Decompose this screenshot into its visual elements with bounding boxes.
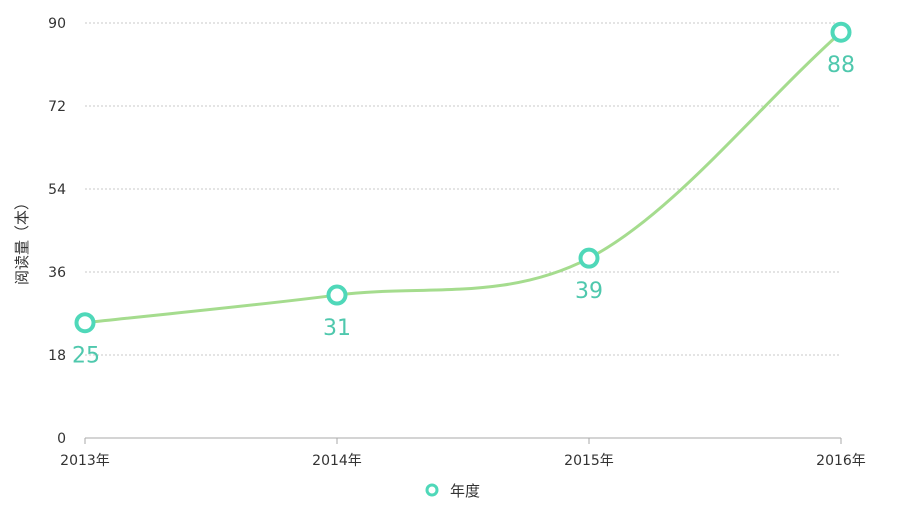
legend-marker-icon (425, 483, 439, 497)
y-tick-label: 18 (48, 348, 66, 364)
y-tick-label: 36 (48, 265, 66, 281)
legend-label: 年度 (450, 482, 480, 500)
x-tick-labels: 2013年 2014年 2015年 2016年 (60, 438, 866, 469)
data-label: 25 (72, 344, 100, 369)
y-tick-label: 0 (57, 431, 66, 447)
data-labels: 25 31 39 88 (72, 53, 855, 369)
data-label: 39 (575, 279, 603, 304)
x-tick-label: 2014年 (312, 453, 362, 469)
data-point[interactable] (578, 247, 600, 269)
y-tick-label: 54 (48, 182, 66, 198)
y-tick-labels: 0 18 36 54 72 90 (48, 16, 66, 447)
legend[interactable]: 年度 (425, 482, 480, 500)
x-tick-label: 2015年 (564, 453, 614, 469)
x-tick-label: 2013年 (60, 453, 110, 469)
y-tick-label: 72 (48, 99, 66, 115)
data-point[interactable] (326, 284, 348, 306)
data-points (74, 21, 852, 334)
data-point[interactable] (830, 21, 852, 43)
data-label: 31 (323, 316, 351, 341)
grid-lines (85, 22, 841, 439)
y-tick-label: 90 (48, 16, 66, 32)
series-line (84, 31, 843, 325)
x-tick-label: 2016年 (816, 453, 866, 469)
data-label: 88 (827, 53, 855, 78)
y-axis-label: 阅读量（本） (13, 195, 31, 285)
data-point[interactable] (74, 312, 96, 334)
